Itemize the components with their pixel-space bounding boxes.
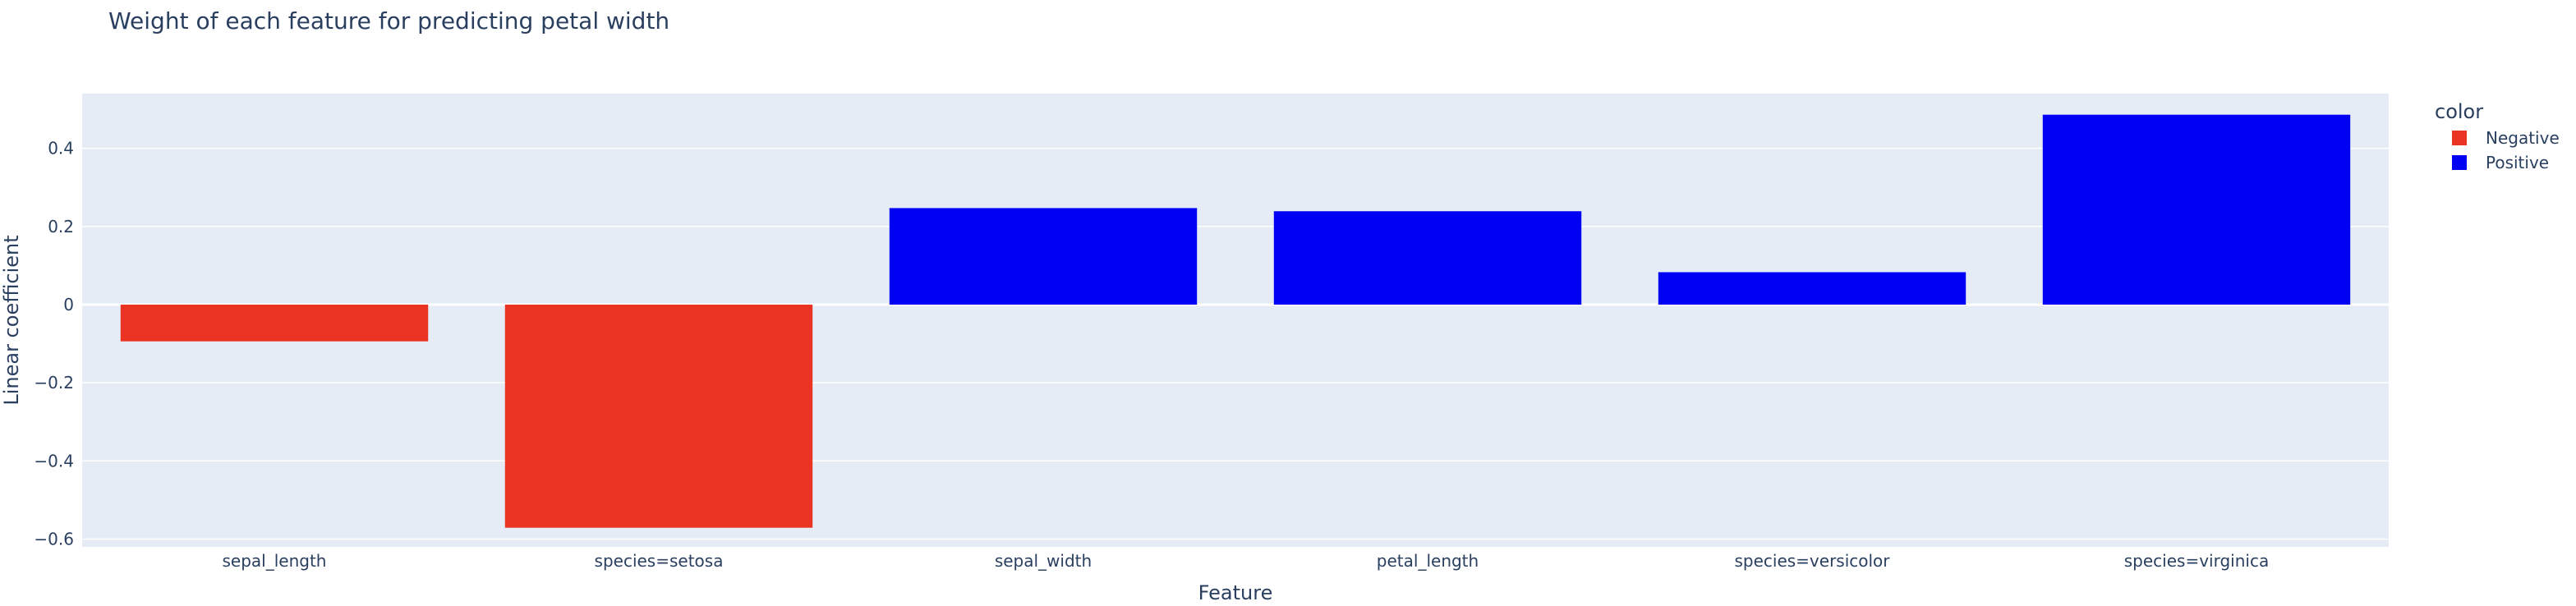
bar-sepal-width[interactable]: [889, 208, 1198, 305]
x-tick-labels: sepal_length species=setosa sepal_width pet…: [223, 551, 2270, 571]
legend-swatch-negative[interactable]: [2452, 131, 2467, 145]
y-tick-labels: 0.4 0.2 0 −0.2 −0.4 −0.6: [34, 139, 74, 549]
x-tick-label: species=virginica: [2124, 551, 2269, 571]
bars: [120, 114, 2351, 528]
y-tick-label: −0.2: [34, 373, 74, 393]
chart-title: Weight of each feature for predicting pe…: [108, 7, 669, 34]
bar-species-virginica[interactable]: [2042, 114, 2351, 305]
y-tick-label: −0.4: [34, 451, 74, 471]
y-tick-label: 0.4: [48, 139, 74, 158]
bar-petal-length[interactable]: [1273, 211, 1582, 305]
legend-title: color: [2435, 100, 2483, 123]
y-axis-title: Linear coefficient: [0, 235, 23, 405]
x-tick-label: sepal_width: [995, 551, 1092, 571]
bar-species-setosa[interactable]: [504, 304, 813, 528]
legend-label-positive[interactable]: Positive: [2486, 153, 2549, 172]
y-tick-label: 0: [63, 295, 74, 314]
gridlines: [82, 147, 2389, 540]
y-tick-label: −0.6: [34, 529, 74, 549]
bar-sepal-length[interactable]: [120, 304, 429, 342]
bar-species-versicolor[interactable]: [1658, 272, 1966, 305]
legend: color Negative Positive: [2435, 100, 2560, 172]
plot-area: [82, 94, 2389, 547]
legend-label-negative[interactable]: Negative: [2486, 128, 2560, 148]
x-tick-label: sepal_length: [223, 551, 327, 571]
y-tick-label: 0.2: [48, 217, 74, 236]
x-tick-label: species=setosa: [595, 551, 724, 571]
x-tick-label: species=versicolor: [1734, 551, 1890, 571]
legend-swatch-positive[interactable]: [2452, 155, 2467, 170]
x-tick-label: petal_length: [1377, 551, 1479, 571]
x-axis-title: Feature: [1198, 581, 1273, 604]
